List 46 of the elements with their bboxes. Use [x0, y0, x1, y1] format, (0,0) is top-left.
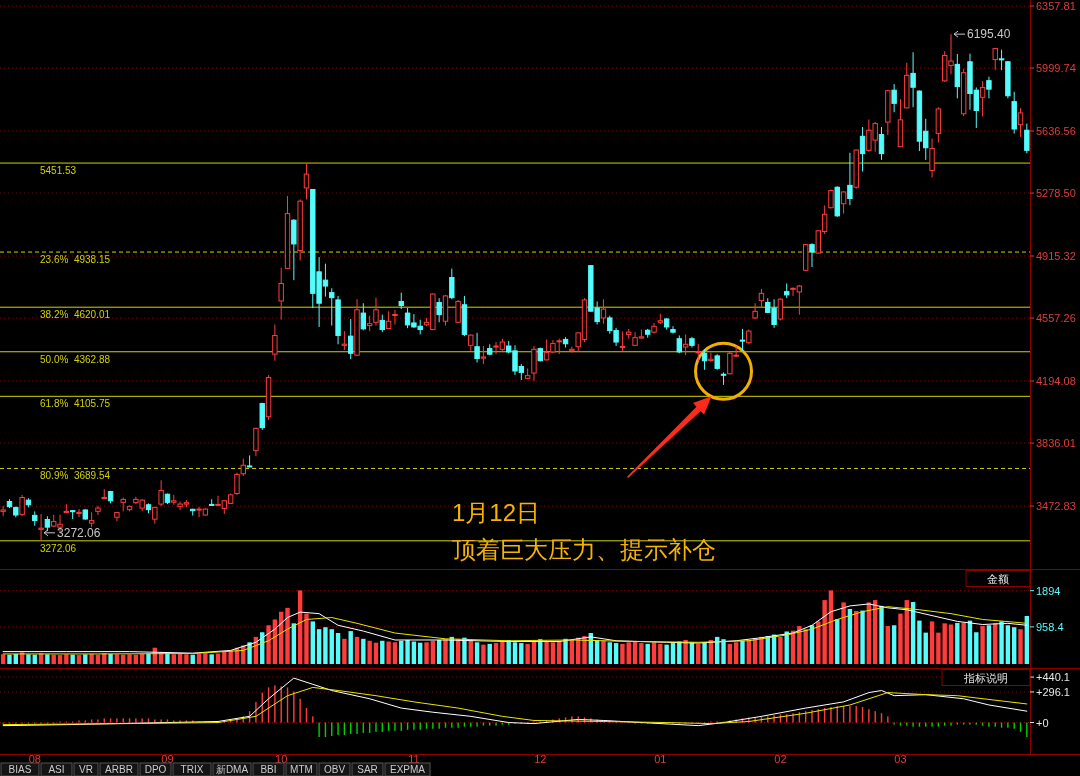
- ref-line-label: 61.8% 4105.75: [40, 398, 111, 410]
- text: DPO: [144, 764, 167, 775]
- annotation: 3272.06: [57, 525, 101, 540]
- y-tick-label: 4557.26: [1036, 312, 1076, 325]
- y-tick-label: 4915.32: [1036, 250, 1076, 263]
- ref-line-label: 5451.53: [40, 165, 77, 177]
- text: ARBR: [105, 764, 133, 775]
- x-tick-label: 12: [534, 753, 547, 765]
- ref-line-label: 3272.06: [40, 542, 77, 554]
- x-tick-label: 08: [28, 753, 41, 765]
- y-tick-label: 4194.08: [1036, 375, 1076, 388]
- x-tick-label: 02: [774, 753, 787, 765]
- text: OBV: [323, 764, 346, 775]
- x-tick-label: 09: [161, 753, 174, 765]
- x-tick-label: 01: [654, 753, 667, 765]
- annotation: 指标说明: [963, 671, 1008, 684]
- annotation: 6195.40: [967, 27, 1011, 42]
- ref-line-label: 38.2% 4620.01: [40, 309, 111, 321]
- y-tick-label: 3836.01: [1036, 437, 1076, 450]
- ref-line-label: 80.9% 3689.54: [40, 470, 111, 482]
- y-tick-label: 3472.83: [1036, 500, 1076, 513]
- text: ASI: [48, 764, 65, 775]
- text: VR: [79, 764, 93, 775]
- text: TRIX: [180, 764, 204, 775]
- annotation: 顶着巨大压力、提示补仓: [452, 536, 716, 563]
- x-tick-label: 03: [894, 753, 907, 765]
- y-tick-label: 958.4: [1036, 620, 1064, 633]
- text: BBI: [260, 764, 277, 775]
- y-tick-label: 5636.56: [1036, 125, 1076, 138]
- y-tick-label: +440.1: [1036, 671, 1070, 684]
- y-tick-label: 5278.50: [1036, 187, 1076, 200]
- y-tick-label: 1894: [1036, 584, 1061, 597]
- text: BIAS: [8, 764, 32, 775]
- ref-line-label: 50.0% 4362.88: [40, 353, 111, 365]
- text: SAR: [357, 764, 378, 775]
- text: EXPMA: [389, 764, 426, 775]
- y-tick-label: 6357.81: [1036, 0, 1076, 12]
- annotation: 1月12日: [452, 499, 541, 526]
- text: MTM: [290, 764, 313, 775]
- x-tick-label: 11: [408, 753, 420, 765]
- annotation: 金额: [987, 572, 1009, 585]
- ref-line-label: 23.6% 4938.15: [40, 254, 111, 266]
- y-tick-label: +0: [1036, 716, 1049, 729]
- y-tick-label: +296.1: [1036, 685, 1070, 698]
- y-tick-label: 5999.74: [1036, 62, 1076, 75]
- x-tick-label: 10: [275, 753, 288, 765]
